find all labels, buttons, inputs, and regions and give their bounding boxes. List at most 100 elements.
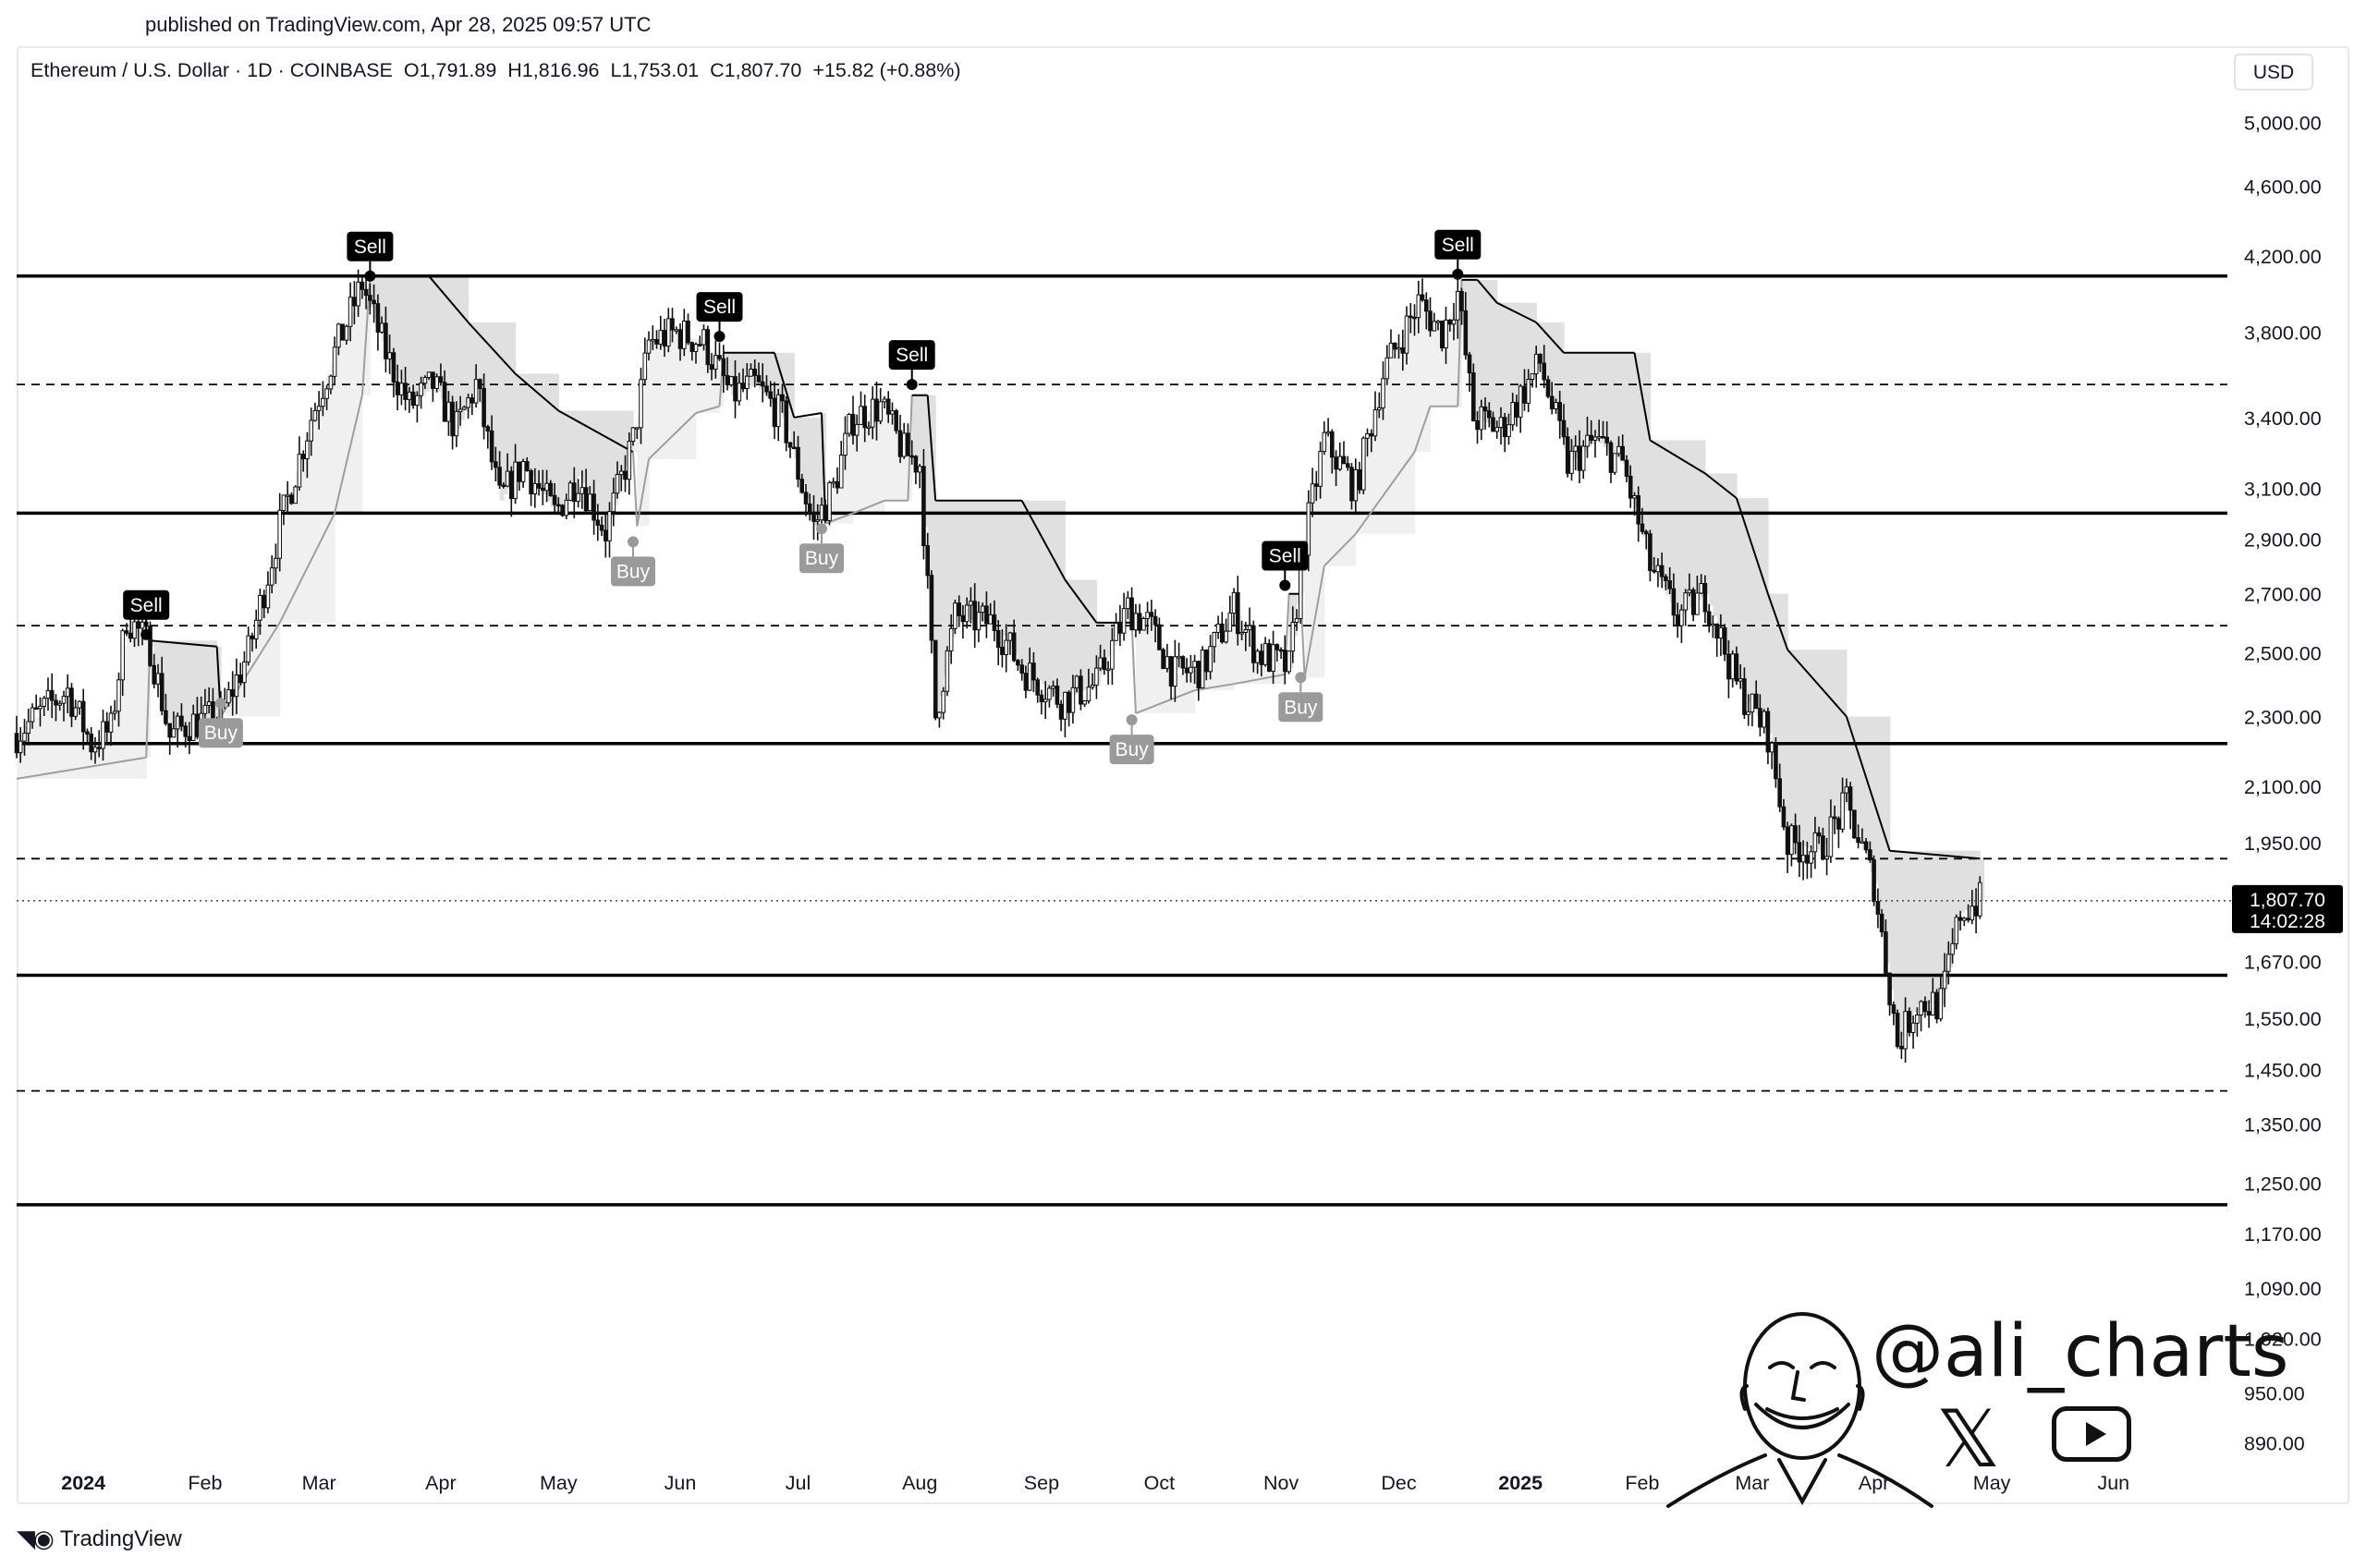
supertrend-fill — [798, 417, 803, 472]
candle — [1126, 590, 1130, 619]
candle — [1212, 631, 1217, 663]
supertrend-fill — [900, 444, 905, 501]
candle-body — [1726, 653, 1731, 680]
supertrend-fill — [754, 352, 760, 385]
candle — [595, 504, 601, 541]
candle — [1679, 604, 1684, 643]
candle-body — [819, 504, 824, 521]
candle — [733, 360, 738, 419]
y-tick-label: 890.00 — [2244, 1433, 2305, 1455]
candle-body — [410, 391, 416, 406]
sell-signal: Sell — [347, 231, 394, 282]
candle-body — [1007, 632, 1013, 641]
candle — [1510, 393, 1516, 432]
candle-body — [945, 650, 950, 692]
candle — [1208, 635, 1213, 680]
supertrend-fill — [1253, 645, 1259, 685]
candle — [407, 386, 412, 413]
supertrend-fill — [1897, 850, 1902, 1044]
candle-body — [73, 707, 79, 717]
candle-body — [54, 699, 58, 706]
supertrend-fill — [1320, 459, 1325, 678]
candle — [466, 394, 470, 419]
candle-body — [505, 470, 510, 487]
candle — [442, 370, 447, 422]
signal-label: Buy — [616, 561, 651, 582]
candle — [316, 391, 322, 430]
tradingview-logo[interactable]: ◥◉ TradingView — [17, 1525, 182, 1553]
candle-body — [1310, 483, 1315, 504]
y-tick-label: 2,300.00 — [2244, 707, 2322, 729]
supertrend-fill — [1627, 352, 1631, 479]
signal-box — [799, 543, 844, 574]
candle-body — [509, 470, 514, 500]
supertrend-segment — [632, 452, 639, 527]
candle — [1887, 972, 1892, 1016]
candle-body — [1259, 650, 1264, 665]
symbol-name[interactable]: Ethereum / U.S. Dollar · 1D · COINBASE — [30, 59, 393, 81]
supertrend-fill — [291, 485, 297, 623]
candle-body — [953, 602, 957, 629]
supertrend-fill — [429, 275, 433, 388]
candle — [1538, 353, 1543, 372]
supertrend-fill — [719, 372, 725, 407]
supertrend-fill — [263, 589, 269, 717]
candle — [686, 313, 690, 346]
candle-body — [1475, 419, 1480, 431]
supertrend-fill — [1300, 571, 1306, 594]
supertrend-fill — [892, 429, 897, 501]
candle — [866, 421, 872, 436]
candle-body — [772, 397, 777, 428]
candle-body — [1384, 357, 1390, 380]
supertrend-fill — [433, 275, 438, 384]
candle-body — [749, 369, 753, 377]
candle-body — [866, 426, 872, 430]
candle-body — [878, 401, 884, 422]
candle — [552, 483, 557, 514]
currency-button[interactable]: USD — [2234, 54, 2313, 91]
candle-body — [277, 509, 282, 559]
supertrend-fill — [1940, 850, 1945, 1004]
candle-body — [1220, 623, 1225, 643]
supertrend-fill — [735, 352, 740, 394]
candle-body — [1821, 835, 1825, 860]
candle — [1821, 827, 1825, 861]
candle-body — [1070, 687, 1076, 713]
supertrend-fill — [1760, 498, 1765, 722]
supertrend-fill — [1363, 455, 1369, 534]
supertrend-fill — [1603, 352, 1608, 447]
candle — [1734, 646, 1739, 686]
youtube-play-icon[interactable] — [2052, 1406, 2131, 1462]
candle-body — [1573, 445, 1579, 452]
candle — [651, 325, 655, 350]
candle — [1141, 616, 1146, 631]
supertrend-fill — [1618, 352, 1624, 461]
supertrend-fill — [1685, 440, 1690, 611]
candle — [379, 316, 384, 334]
candle — [1565, 427, 1570, 478]
candle — [1675, 602, 1680, 638]
candle-body — [372, 299, 376, 305]
candle-body — [344, 325, 349, 341]
signal-dot — [628, 536, 639, 548]
candle-body — [1824, 856, 1829, 860]
supertrend-fill — [1517, 302, 1521, 403]
supertrend-fill — [566, 410, 571, 495]
candle — [1247, 607, 1252, 647]
x-logo-icon[interactable]: 𝕏 — [1936, 1393, 2001, 1486]
supertrend-fill — [527, 373, 532, 470]
candle — [639, 367, 643, 444]
supertrend-fill — [1445, 322, 1451, 407]
candle-body — [1381, 378, 1385, 408]
candle-body — [1090, 685, 1095, 688]
candle — [26, 709, 30, 746]
supertrend-fill — [1873, 716, 1879, 883]
supertrend-fill — [1611, 352, 1616, 455]
supertrend-fill — [1803, 650, 1808, 847]
supertrend-segment — [852, 499, 885, 515]
x-tick-label: May — [540, 1472, 578, 1494]
candle — [175, 712, 180, 748]
supertrend-fill — [1976, 850, 1981, 904]
candle — [1129, 587, 1134, 631]
candle — [1765, 707, 1771, 765]
